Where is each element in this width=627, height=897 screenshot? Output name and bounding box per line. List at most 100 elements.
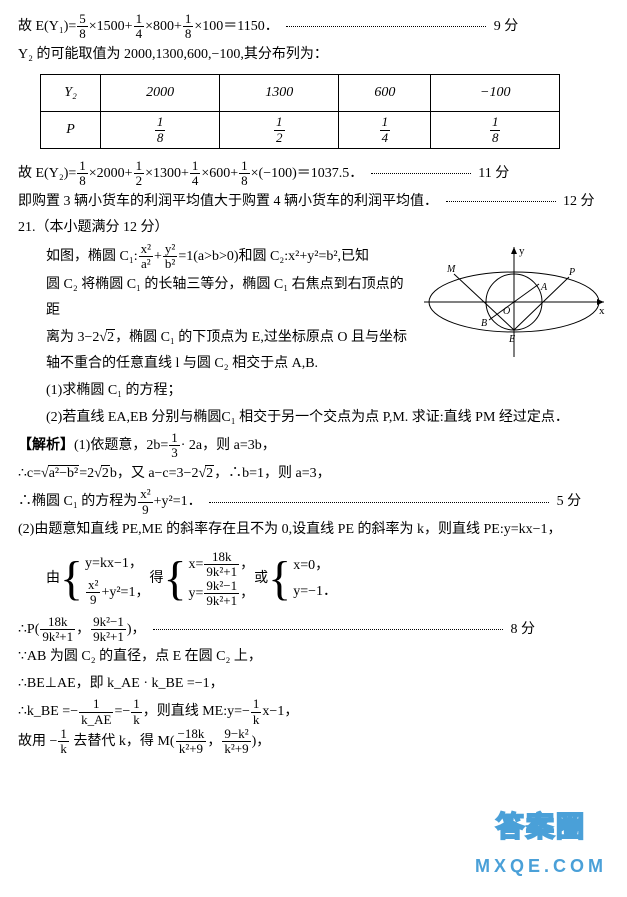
sol1-post: · 2a，则 a=3b， (181, 438, 276, 453)
score-9: 9 分 (494, 19, 519, 34)
frac-x29: x²9 (86, 578, 100, 608)
f14b: 14 (190, 159, 201, 189)
brace-icon: { (163, 555, 186, 603)
q21f: (2)若直线 EA,EB 分别与椭圆C₁ 相交于另一个交点为点 P,M. 求证:… (46, 405, 609, 432)
f18c: 18 (239, 159, 250, 189)
t100: ×100＝1150． (194, 19, 278, 34)
dot-leader (209, 502, 549, 503)
q21a-pre: 如图，椭圆 C₁: (46, 249, 138, 264)
P-pre: ∴P( (18, 622, 39, 637)
p-1-4: 14 (339, 112, 431, 149)
br3a: x=0， (293, 553, 337, 580)
Mc: ， (207, 734, 221, 749)
th-2000: 2000 (101, 75, 220, 112)
plus: + (154, 249, 162, 264)
sol8-post: )， (252, 734, 271, 749)
frac-Py: 9k²−19k²+1 (91, 615, 126, 645)
sol2-post: b，又 a−c=3−2 (110, 466, 199, 481)
watermark: 答案圈 MXQE.COM (475, 800, 607, 883)
dot-leader (286, 26, 486, 27)
frac-1-4: 14 (134, 12, 145, 42)
th-y2: Y₂ (41, 75, 101, 112)
sol2-pre: ∴c= (18, 466, 41, 481)
q21c-pre: 离为 3−2 (46, 330, 99, 345)
sol8-mid: 去替代 k，得 M( (70, 734, 175, 749)
frac-1kb: 1k (251, 697, 262, 727)
br1b-t: +y²=1， (101, 585, 149, 600)
br2a-pre: x= (189, 557, 204, 572)
p-1-8b: 18 (431, 112, 560, 149)
sol4: (2)由题意知直线 PE,ME 的斜率存在且不为 0,设直线 PE 的斜率为 k… (18, 517, 609, 544)
frac-1kc: 1k (58, 727, 69, 757)
distribution-table: Y₂ 2000 1300 600 −100 P 18 12 14 18 (40, 74, 560, 149)
wm-top: 答案圈 (475, 800, 607, 853)
sol7-mid: =− (114, 704, 130, 719)
br2b-post: ， (240, 586, 254, 601)
q21c-post: ，椭圆 C₁ 的下顶点为 E,过坐标原点 O 且与坐标 (115, 330, 407, 345)
tneg: ×(−100)＝1037.5． (251, 166, 364, 181)
sol3-pre: ∴椭圆 C₁ 的方程为 (18, 494, 137, 509)
br3b: y=−1． (293, 579, 337, 606)
frac-9k2-1: 9k²−19k²+1 (204, 579, 239, 609)
frac-5-8: 58 (77, 12, 88, 42)
frac-kbe: 1k_AE (79, 697, 113, 727)
dot-leader (371, 173, 471, 174)
P-post: )， (127, 622, 146, 637)
dot-leader (153, 629, 503, 630)
f18: 18 (77, 159, 88, 189)
sol7-pre: ∴k_BE =− (18, 704, 78, 719)
by-text: 由 (46, 566, 60, 593)
sol2-mid: =2 (79, 466, 94, 481)
sol3-post: +y²=1． (154, 494, 202, 509)
t1500: ×1500+ (89, 19, 133, 34)
ey2-text: 故 E(Y₂)= (18, 166, 76, 181)
sqrt-ab: a²−b² (48, 465, 80, 481)
frac-Px: 18k9k²+1 (40, 615, 75, 645)
sqrt2: 2 (106, 329, 115, 345)
sol2-tail: ，∴b=1，则 a=3， (214, 466, 331, 481)
brace-icon: { (60, 555, 83, 603)
or-text: 或 (254, 566, 268, 593)
sqrt2b: 2 (101, 465, 110, 481)
y2-values-text: Y₂ 的可能取值为 2000,1300,600,−100,其分布列为： (18, 42, 609, 69)
brace-icon: { (268, 555, 291, 603)
sol7-tail: x−1， (262, 704, 298, 719)
th-600: 600 (339, 75, 431, 112)
th-neg100: −100 (431, 75, 560, 112)
frac-1-3: 13 (169, 431, 180, 461)
frac-Mx: −18kk²+9 (176, 727, 207, 757)
sol7-post: ，则直线 ME:y=− (143, 704, 250, 719)
q21e: (1)求椭圆 C₁ 的方程； (46, 378, 609, 405)
t1300: ×1300+ (145, 166, 189, 181)
q21b: 圆 C₂ 将椭圆 C₁ 的长轴三等分，椭圆 C₁ 右焦点到右顶点的距 (46, 272, 609, 325)
q21d: 轴不重合的任意直线 l 与圆 C₂ 相交于点 A,B. (46, 351, 609, 378)
dot-leader (446, 201, 556, 202)
line1-text: 故 E(Y₁)= (18, 19, 76, 34)
sqrt2c: 2 (205, 465, 214, 481)
q21-heading: 21.（本小题满分 12 分） (18, 215, 609, 242)
frac-1-8: 18 (183, 12, 194, 42)
frac-y2b2: y²b² (163, 242, 177, 272)
br2a-post: ， (240, 557, 254, 572)
sol6: ∴BE⊥AE，即 k_AE · k_BE =−1， (18, 671, 609, 698)
p-1-2: 12 (220, 112, 339, 149)
frac-x2a2: x²a² (139, 242, 153, 272)
sol5: ∵AB 为圆 C₂ 的直径，点 E 在圆 C₂ 上， (18, 644, 609, 671)
th-1300: 1300 (220, 75, 339, 112)
score-12: 12 分 (563, 194, 595, 209)
score-11: 11 分 (478, 166, 509, 181)
f12: 12 (134, 159, 145, 189)
wm-bot: MXQE.COM (475, 849, 607, 883)
Pc: ， (76, 622, 90, 637)
q21a-post: =1(a>b>0)和圆 C₂:x²+y²=b²,已知 (178, 249, 369, 264)
t600: ×600+ (201, 166, 238, 181)
sol1-pre: (1)依题意，2b= (74, 438, 168, 453)
br2b-pre: y= (189, 586, 204, 601)
frac-My: 9−k²k²+9 (222, 727, 250, 757)
solution-heading: 【解析】 (18, 438, 74, 453)
t800: ×800+ (145, 19, 182, 34)
score-5: 5 分 (557, 494, 582, 509)
p-1-8: 18 (101, 112, 220, 149)
conclusion-text: 即购置 3 辆小货车的利润平均值大于购置 4 辆小货车的利润平均值． (18, 194, 438, 209)
frac-18k: 18k9k²+1 (204, 550, 239, 580)
